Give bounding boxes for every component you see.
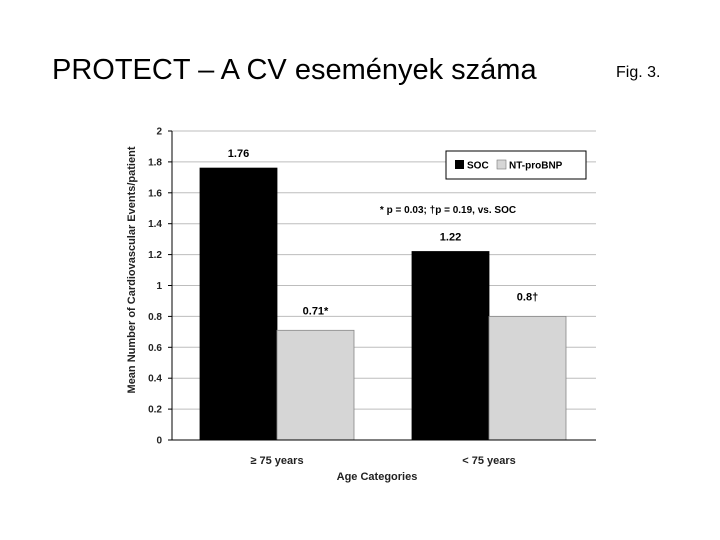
bar bbox=[411, 251, 490, 441]
legend-label-ntprobnp: NT-proBNP bbox=[509, 161, 563, 172]
y-tick-label: 1.4 bbox=[148, 219, 162, 230]
legend-label-soc: SOC bbox=[467, 161, 489, 172]
y-tick-label: 1.6 bbox=[148, 188, 162, 199]
legend-box bbox=[445, 150, 587, 180]
y-tick-label: 0 bbox=[156, 436, 162, 447]
bars bbox=[199, 167, 567, 441]
y-tick-label: 0.8 bbox=[148, 312, 162, 323]
legend-swatch-ntprobnp bbox=[496, 159, 507, 170]
bar-value-label: 0.8† bbox=[517, 291, 538, 303]
x-tick-label: ≥ 75 years bbox=[250, 455, 303, 467]
bar bbox=[488, 315, 567, 441]
axes: 0 0.2 0.4 0.6 0.8 1 1.2 1.4 1.6 1.8 2 ≥ 75 years < 7… bbox=[148, 127, 596, 467]
y-tick-label: 0.2 bbox=[148, 405, 162, 416]
slide-title: PROTECT – A CV események száma bbox=[52, 54, 537, 86]
y-tick-label: 2 bbox=[156, 127, 162, 138]
bar bbox=[276, 329, 355, 441]
figure-label: Fig. 3. bbox=[616, 64, 661, 81]
data-labels: 1.76 0.71* 1.22 0.8† bbox=[228, 148, 538, 317]
bar-value-label: 1.76 bbox=[228, 148, 249, 160]
y-tick-label: 1.8 bbox=[148, 157, 162, 168]
y-tick-label: 0.6 bbox=[148, 343, 162, 354]
x-tick-label: < 75 years bbox=[462, 455, 516, 467]
bar-value-label: 1.22 bbox=[440, 232, 461, 244]
legend-swatch-soc bbox=[455, 160, 464, 169]
y-tick-label: 0.4 bbox=[148, 374, 162, 385]
y-tick-label: 1 bbox=[156, 281, 162, 292]
y-axis-title: Mean Number of Cardiovascular Events/pat… bbox=[126, 146, 138, 393]
chart-legend: SOC NT-proBNP bbox=[445, 150, 587, 180]
bar bbox=[199, 167, 278, 441]
bar-value-label: 0.71* bbox=[303, 305, 329, 317]
x-axis-title: Age Categories bbox=[337, 471, 418, 483]
significance-note: * p = 0.03; †p = 0.19, vs. SOC bbox=[380, 205, 516, 216]
y-tick-label: 1.2 bbox=[148, 250, 162, 261]
